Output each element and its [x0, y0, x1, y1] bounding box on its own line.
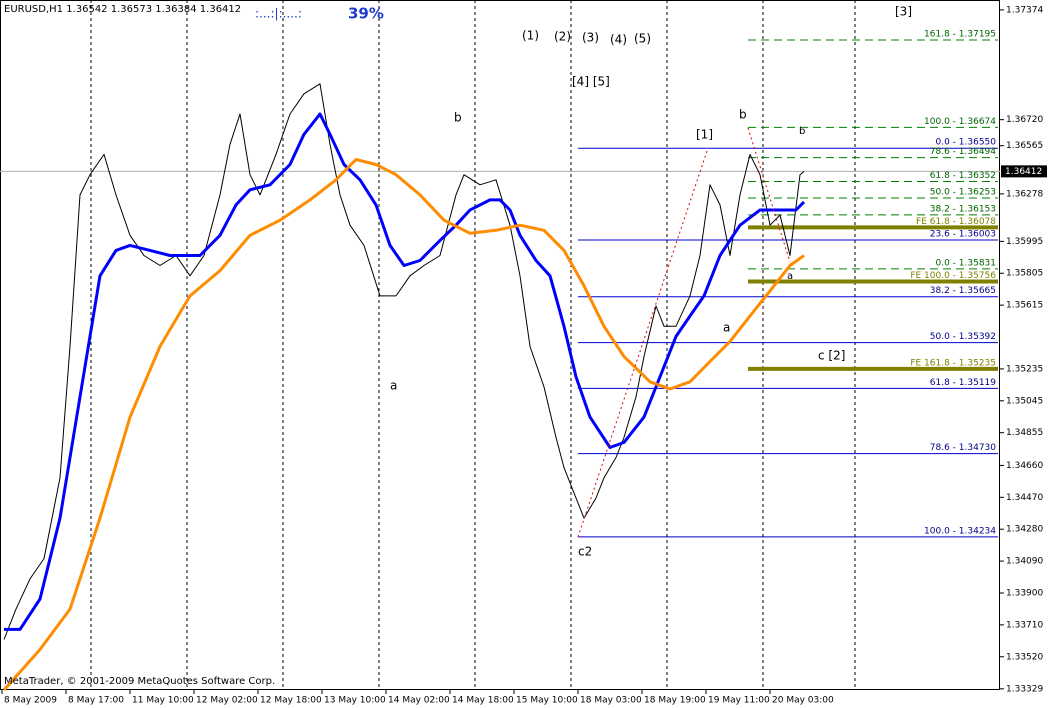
wave-link: [747, 127, 791, 263]
fib-label: FE 161.8 - 1.35235: [910, 358, 996, 368]
symbol-header: EURUSD,H1 1.36542 1.36573 1.36384 1.3641…: [4, 4, 241, 15]
y-tick-label: 1.35995: [1006, 237, 1043, 247]
y-tick-label: 1.34470: [1006, 493, 1043, 503]
annotation: b: [799, 126, 805, 137]
x-tick-label: 15 May 10:00: [516, 696, 578, 706]
fib-label: 50.0 - 1.35392: [930, 332, 996, 342]
x-tick-label: 13 May 10:00: [324, 696, 386, 706]
x-tick-label: 11 May 10:00: [132, 696, 194, 706]
x-tick-label: 8 May 2009: [4, 696, 57, 706]
x-tick-label: 19 May 11:00: [708, 696, 770, 706]
x-tick-label: 12 May 02:00: [196, 696, 258, 706]
x-tick-label: 18 May 03:00: [580, 696, 642, 706]
fib-label: 38.2 - 1.35665: [930, 286, 996, 296]
annotation: (3): [582, 31, 599, 45]
footer: MetaTrader, © 2001-2009 MetaQuotes Softw…: [4, 676, 275, 687]
annotation: (2): [554, 30, 571, 44]
y-tick-label: 1.35045: [1006, 396, 1043, 406]
fib-label: 0.0 - 1.35831: [936, 258, 997, 268]
y-tick-label: 1.34090: [1006, 557, 1043, 567]
y-tick-label: 1.33329: [1006, 684, 1043, 694]
annotation: b: [739, 108, 747, 122]
y-tick-label: 1.35615: [1006, 301, 1043, 311]
y-tick-label: 1.33710: [1006, 620, 1043, 630]
fib-label: 23.6 - 1.36003: [930, 230, 996, 240]
fib-label: 78.6 - 1.36494: [930, 147, 996, 157]
x-tick-label: 14 May 02:00: [388, 696, 450, 706]
fib-label: 61.8 - 1.36352: [930, 171, 996, 181]
x-tick-label: 20 May 03:00: [772, 696, 834, 706]
fib-label: 38.2 - 1.36153: [930, 204, 996, 214]
plot-frame: [0, 0, 1000, 690]
moving-average: [2, 158, 805, 691]
annotation: [4] [5]: [572, 75, 610, 89]
indicator-scale: :...:|:....:: [255, 7, 302, 21]
annotation: c [2]: [818, 349, 845, 363]
y-tick-label: 1.33520: [1006, 652, 1043, 662]
fib-label: 100.0 - 1.34234: [924, 526, 996, 536]
fib-label: 61.8 - 1.35119: [930, 378, 996, 388]
annotation: [3]: [895, 5, 912, 19]
y-tick-label: 1.35235: [1006, 364, 1043, 374]
annotation: [1]: [696, 128, 713, 142]
x-tick-label: 14 May 18:00: [452, 696, 514, 706]
y-tick-label: 1.34660: [1006, 461, 1043, 471]
annotation: b: [454, 111, 462, 125]
x-tick-label: 8 May 17:00: [68, 696, 124, 706]
last-price-label: 1.36412: [1005, 167, 1042, 177]
fib-label: 100.0 - 1.36674: [924, 117, 996, 127]
indicator-percent: 39%: [348, 5, 384, 23]
annotation: (5): [634, 32, 651, 46]
y-tick-label: 1.37374: [1006, 5, 1043, 15]
price-line: [3, 83, 805, 640]
fib-label: 78.6 - 1.34730: [930, 443, 996, 453]
moving-average: [4, 112, 806, 631]
y-tick-label: 1.36565: [1006, 141, 1043, 151]
annotation: a: [390, 379, 397, 393]
annotation: a: [723, 321, 730, 335]
last-price-box: [1001, 165, 1047, 178]
fib-label: FE 100.0 - 1.35756: [910, 271, 996, 281]
x-tick-label: 18 May 19:00: [644, 696, 706, 706]
annotation: (1): [522, 29, 539, 43]
y-tick-label: 1.35805: [1006, 269, 1043, 279]
y-tick-label: 1.34280: [1006, 525, 1043, 535]
fib-label: 0.0 - 1.36550: [936, 138, 997, 148]
x-tick-label: 12 May 18:00: [260, 696, 322, 706]
annotation: a: [787, 271, 793, 282]
annotation: (4): [610, 33, 627, 47]
fib-label: 50.0 - 1.36253: [930, 188, 996, 198]
y-tick-label: 1.33900: [1006, 588, 1043, 598]
y-tick-label: 1.36278: [1006, 189, 1043, 199]
wave-link: [577, 147, 709, 538]
fib-label: 161.8 - 1.37195: [924, 29, 996, 39]
y-tick-label: 1.36720: [1006, 115, 1043, 125]
annotation: c2: [578, 545, 592, 559]
fib-label: FE 61.8 - 1.36078: [916, 217, 996, 227]
y-tick-label: 1.34855: [1006, 428, 1043, 438]
